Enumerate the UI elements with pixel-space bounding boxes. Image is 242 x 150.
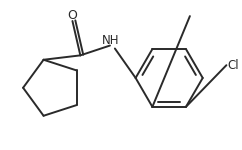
- Text: O: O: [68, 9, 77, 22]
- Text: Cl: Cl: [227, 59, 239, 72]
- Text: NH: NH: [102, 34, 120, 47]
